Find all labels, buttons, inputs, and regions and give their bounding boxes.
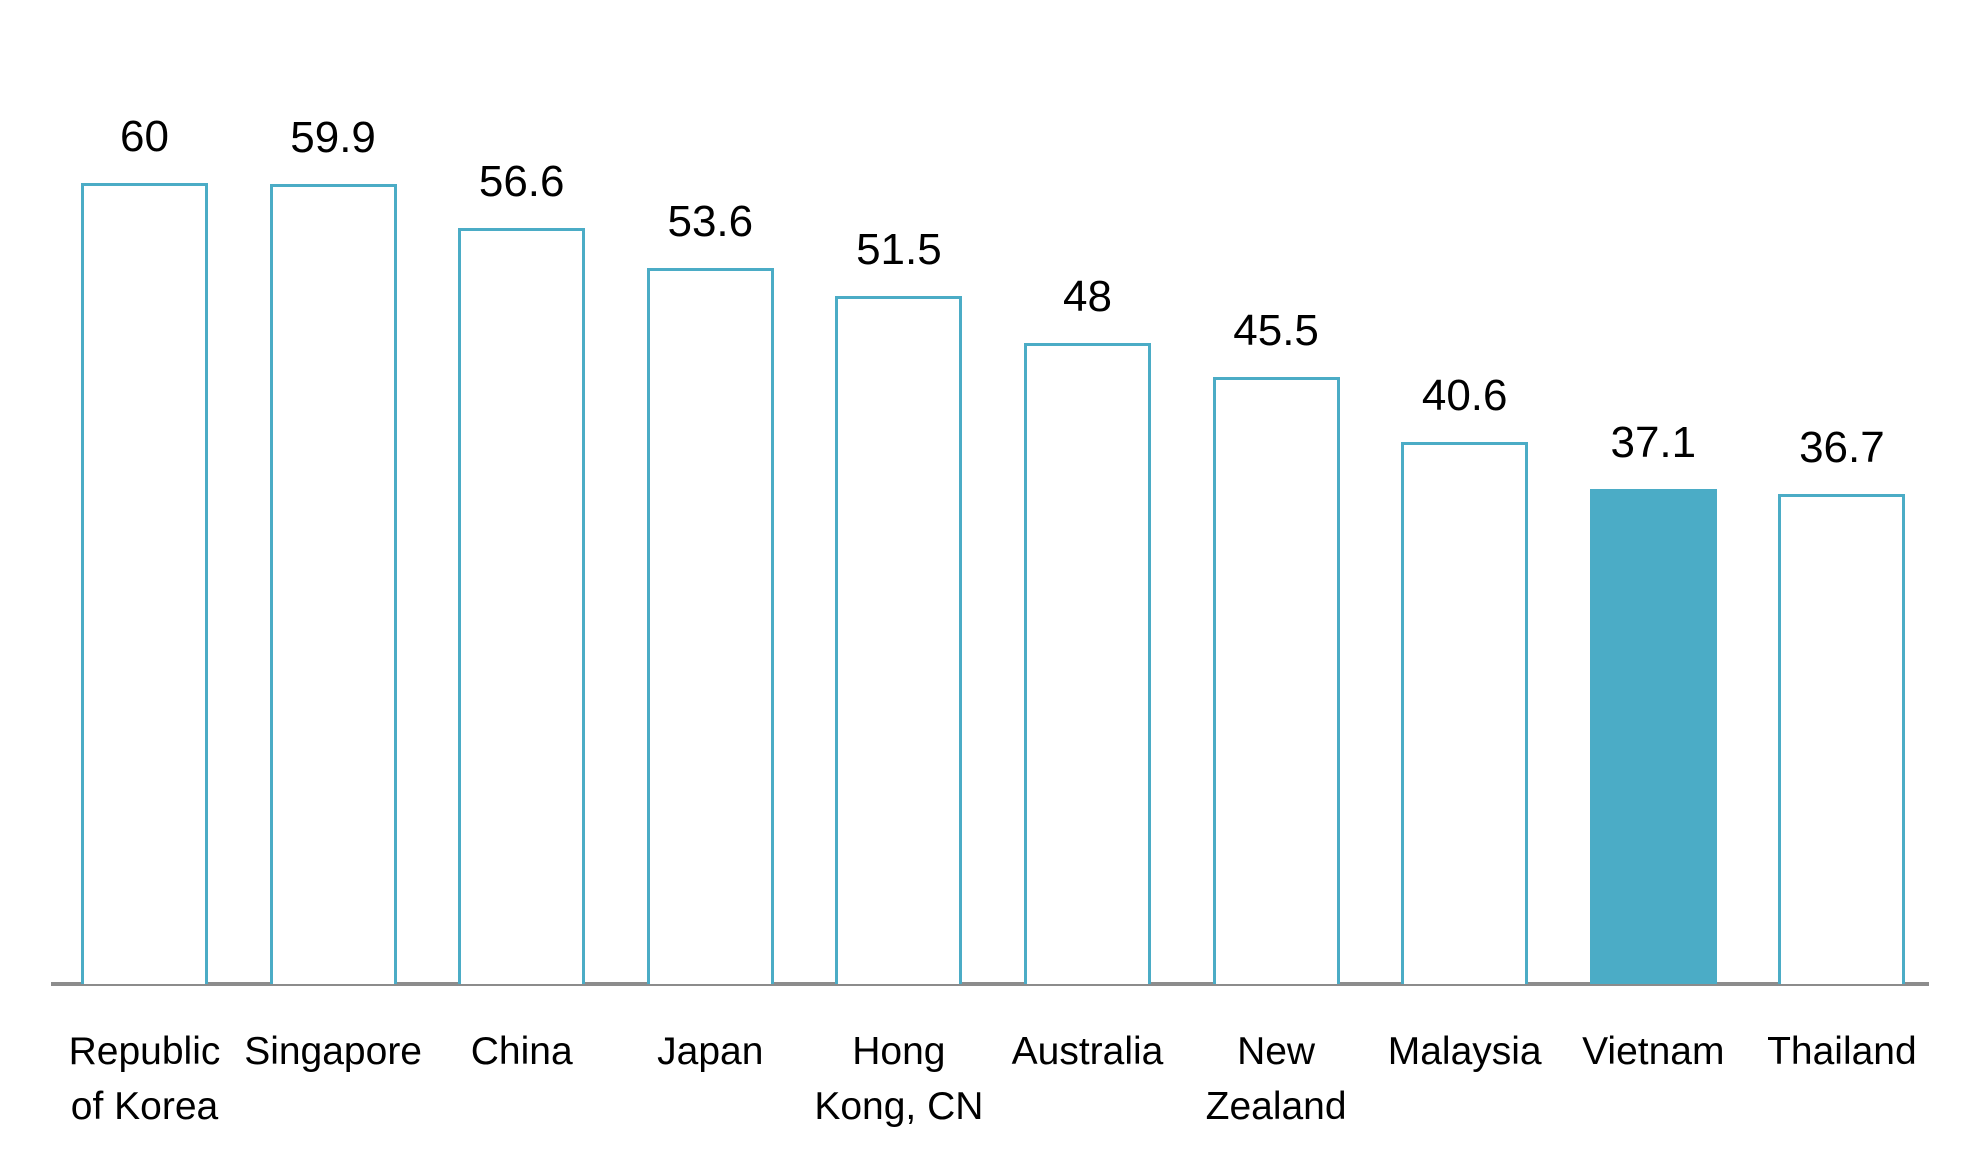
category-label: Vietnam	[1582, 1030, 1725, 1073]
category-label: Japan	[657, 1030, 764, 1073]
value-label: 36.7	[1799, 423, 1885, 473]
bar-thailand	[1778, 494, 1906, 984]
category-label: Australia	[1011, 1030, 1164, 1073]
bar-australia	[1024, 343, 1151, 984]
value-label: 60	[120, 112, 169, 161]
bar-vietnam	[1589, 488, 1717, 984]
value-label: 53.6	[667, 197, 754, 247]
value-label: 51.5	[856, 225, 942, 275]
bar-malaysia	[1401, 441, 1529, 984]
value-label: 48	[1063, 272, 1112, 322]
category-label: Singapore	[244, 1030, 422, 1073]
value-label: 59.9	[290, 113, 376, 163]
category-label: China	[470, 1030, 573, 1073]
category-label: New Zealand	[1205, 1030, 1347, 1128]
x-axis-line	[51, 982, 1929, 986]
value-label: 56.6	[478, 157, 565, 207]
value-label: 37.1	[1610, 417, 1697, 467]
category-label: Hong Kong, CN	[814, 1030, 984, 1128]
category-label: Republic of Korea	[68, 1030, 221, 1128]
category-label: Thailand	[1767, 1030, 1917, 1073]
bar-hong-kong-cn	[835, 296, 963, 984]
bar-japan	[646, 268, 774, 984]
value-label: 40.6	[1421, 370, 1508, 420]
bar-china	[458, 228, 586, 984]
category-label: Malaysia	[1387, 1030, 1542, 1073]
bar-new-zealand	[1212, 376, 1340, 984]
value-label: 45.5	[1233, 305, 1319, 355]
bar-republic-of-korea	[81, 183, 208, 984]
bar-singapore	[269, 184, 397, 984]
